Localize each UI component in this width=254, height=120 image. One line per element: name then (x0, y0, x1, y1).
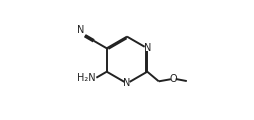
Text: H₂N: H₂N (77, 73, 96, 83)
Text: O: O (170, 74, 177, 84)
Text: N: N (77, 25, 84, 35)
Text: N: N (144, 43, 151, 53)
Text: N: N (123, 78, 131, 88)
